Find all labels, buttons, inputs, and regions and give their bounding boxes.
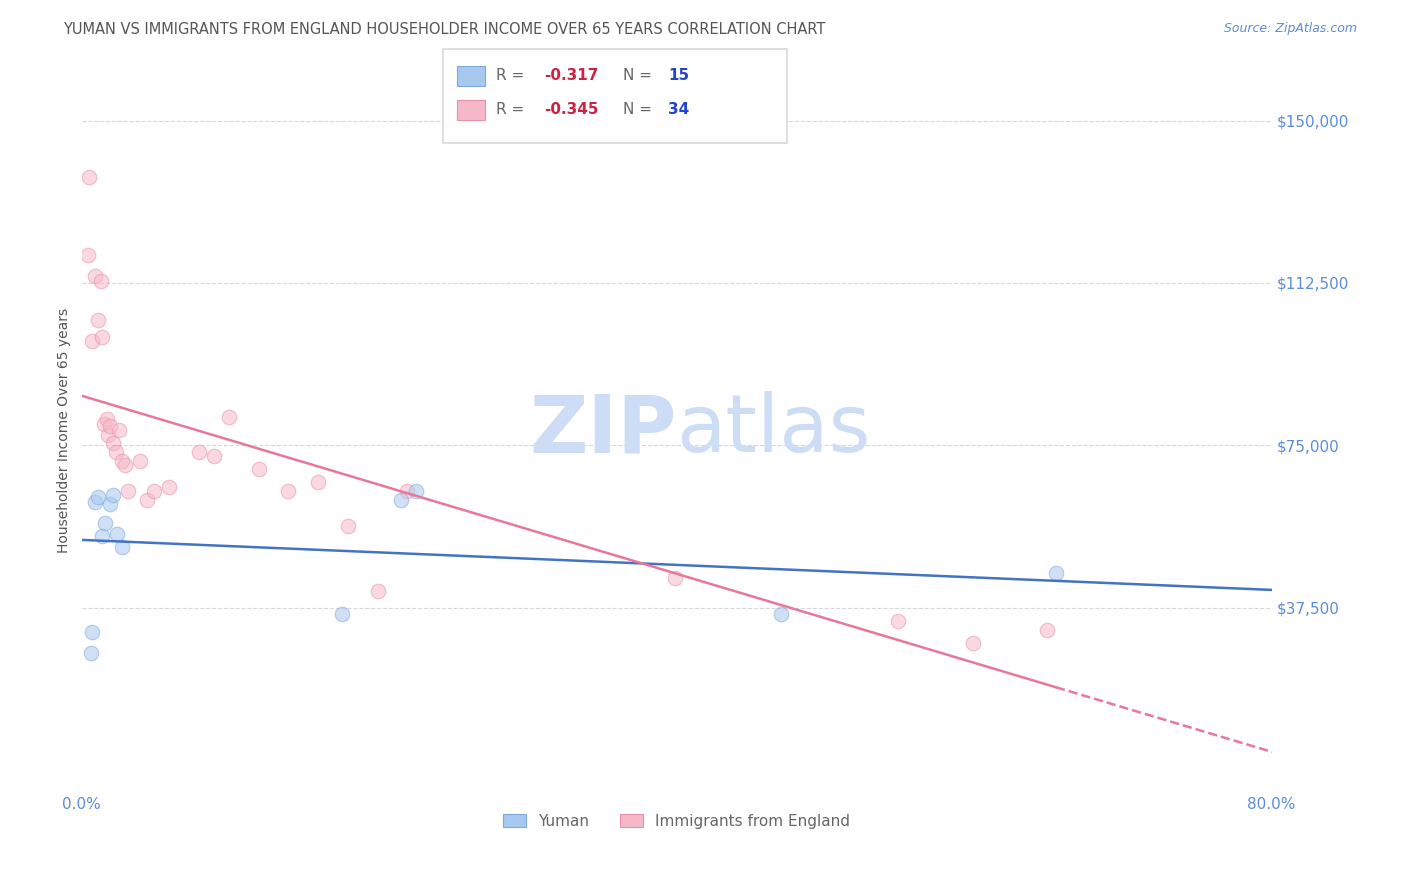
- Point: [307, 475, 329, 490]
- Point: [136, 492, 159, 507]
- Point: [188, 445, 211, 459]
- Point: [114, 458, 136, 472]
- Point: [84, 269, 107, 284]
- Point: [1036, 623, 1059, 637]
- Point: [887, 614, 910, 628]
- Point: [128, 453, 150, 467]
- Point: [330, 607, 353, 622]
- Point: [389, 492, 412, 507]
- Text: atlas: atlas: [676, 392, 870, 469]
- Point: [104, 445, 127, 459]
- Point: [79, 646, 101, 660]
- Text: N =: N =: [623, 103, 657, 117]
- Point: [405, 483, 427, 498]
- Text: Source: ZipAtlas.com: Source: ZipAtlas.com: [1223, 22, 1357, 36]
- Point: [247, 462, 270, 476]
- Point: [97, 427, 120, 442]
- Point: [336, 518, 359, 533]
- Point: [107, 423, 129, 437]
- Point: [91, 330, 114, 344]
- Text: -0.317: -0.317: [544, 69, 599, 83]
- Point: [77, 169, 100, 184]
- Point: [98, 418, 121, 433]
- Point: [111, 540, 134, 554]
- Point: [76, 248, 98, 262]
- Point: [111, 453, 134, 467]
- Point: [98, 497, 121, 511]
- Point: [96, 412, 118, 426]
- Point: [664, 570, 686, 584]
- Text: R =: R =: [496, 103, 530, 117]
- Point: [87, 312, 110, 326]
- Point: [143, 483, 166, 498]
- Point: [277, 483, 299, 498]
- Point: [80, 624, 103, 639]
- Point: [94, 516, 117, 531]
- Text: R =: R =: [496, 69, 530, 83]
- Text: YUMAN VS IMMIGRANTS FROM ENGLAND HOUSEHOLDER INCOME OVER 65 YEARS CORRELATION CH: YUMAN VS IMMIGRANTS FROM ENGLAND HOUSEHO…: [63, 22, 825, 37]
- Point: [218, 410, 240, 425]
- Point: [1045, 566, 1067, 581]
- Point: [84, 494, 107, 508]
- Point: [105, 527, 128, 541]
- Point: [396, 483, 419, 498]
- Point: [202, 449, 225, 463]
- Text: N =: N =: [623, 69, 657, 83]
- Point: [93, 417, 115, 431]
- Text: ZIP: ZIP: [529, 392, 676, 469]
- Point: [769, 607, 792, 622]
- Point: [157, 479, 180, 493]
- Text: -0.345: -0.345: [544, 103, 599, 117]
- Point: [117, 483, 139, 498]
- Point: [367, 583, 389, 598]
- Text: 15: 15: [668, 69, 689, 83]
- Y-axis label: Householder Income Over 65 years: Householder Income Over 65 years: [58, 308, 72, 553]
- Point: [90, 274, 112, 288]
- Point: [962, 635, 984, 649]
- Text: 34: 34: [668, 103, 689, 117]
- Point: [101, 436, 124, 450]
- Point: [80, 334, 103, 349]
- Point: [91, 529, 114, 543]
- Point: [101, 488, 124, 502]
- Legend: Yuman, Immigrants from England: Yuman, Immigrants from England: [498, 807, 856, 835]
- Point: [87, 491, 110, 505]
